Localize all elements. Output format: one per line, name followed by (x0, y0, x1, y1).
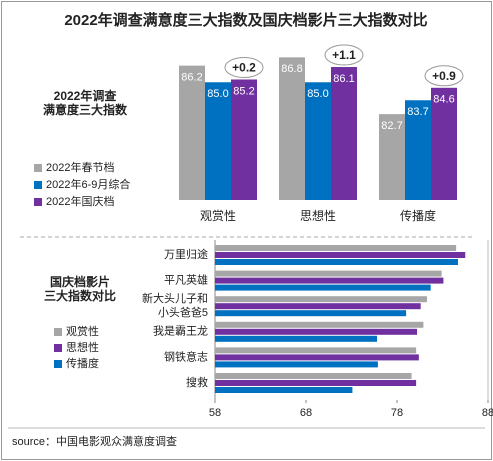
y-tick-label: 我是霸王龙 (153, 325, 208, 338)
legend-label: 2022年春节档 (46, 160, 114, 174)
bar (379, 114, 405, 200)
legend-label: 观赏性 (66, 324, 99, 338)
data-label: 84.6 (433, 94, 454, 106)
data-label: 86.8 (281, 63, 302, 75)
legend-swatch (54, 360, 62, 368)
bar (231, 79, 257, 200)
bar (215, 380, 417, 386)
bar (431, 87, 457, 200)
data-label: 86.1 (333, 73, 354, 85)
y-tick-label: 平凡英雄 (164, 273, 208, 287)
data-label: 83.7 (407, 106, 428, 118)
bar (215, 277, 444, 284)
legend-label: 传播度 (66, 356, 99, 370)
x-tick-label: 思想性 (300, 208, 336, 223)
bar (305, 82, 331, 200)
annotation: +0.2 (232, 61, 256, 75)
bar (279, 57, 305, 200)
bar (205, 82, 231, 200)
chart-title: 2022年调查满意度三大指数 (43, 88, 128, 117)
bar (215, 252, 466, 258)
data-label: 85.0 (207, 88, 228, 100)
y-tick-label: 钢铁意志 (164, 349, 208, 363)
x-tick-label: 68 (300, 407, 312, 419)
annotation-bubble (324, 44, 364, 66)
bar (215, 354, 419, 361)
bar (331, 67, 357, 201)
bar (215, 387, 353, 393)
x-tick-label: 58 (209, 407, 221, 419)
legend-swatch (34, 198, 42, 206)
annotation: +1.1 (332, 48, 356, 62)
legend-label: 2022年国庆档 (46, 194, 114, 208)
x-tick-label: 78 (391, 407, 403, 419)
annotation-bubble (424, 65, 464, 87)
y-tick-label: 搜救 (186, 375, 208, 389)
legend-label: 思想性 (66, 340, 99, 354)
page-title: 2022年调查满意度三大指数及国庆档影片三大指数对比 (64, 11, 427, 29)
y-tick-label: 新大头儿子和小头爸爸5 (142, 291, 208, 319)
bar (215, 259, 458, 265)
bar (215, 373, 412, 379)
y-tick-label: 万里归途 (164, 247, 208, 261)
legend-swatch (54, 328, 62, 336)
source: source：中国电影观众满意度调查 (12, 434, 177, 448)
bar (405, 100, 431, 200)
bar (215, 310, 407, 317)
annotation: +0.9 (432, 69, 456, 83)
legend-swatch (34, 181, 42, 189)
legend-swatch (34, 164, 42, 172)
bar (215, 245, 457, 251)
bar (215, 347, 417, 354)
bar (215, 321, 424, 328)
data-label: 85.0 (307, 88, 328, 100)
bar (215, 284, 431, 291)
data-label: 82.7 (381, 120, 402, 132)
bar (215, 303, 421, 310)
bar (215, 361, 378, 368)
legend-label: 2022年6-9月综合 (46, 177, 130, 191)
bar (215, 270, 442, 277)
annotation-bubble (224, 56, 264, 78)
bar (215, 335, 377, 342)
bar (179, 65, 205, 200)
bar (215, 328, 418, 335)
data-label: 86.2 (181, 72, 202, 84)
chart-title: 国庆档影片三大指数对比 (44, 274, 116, 303)
legend-swatch (54, 344, 62, 352)
bar (215, 296, 428, 303)
x-tick-label: 传播度 (400, 208, 436, 223)
x-tick-label: 观赏性 (200, 209, 236, 223)
data-label: 85.2 (233, 85, 254, 97)
x-tick-label: 88 (482, 407, 493, 419)
